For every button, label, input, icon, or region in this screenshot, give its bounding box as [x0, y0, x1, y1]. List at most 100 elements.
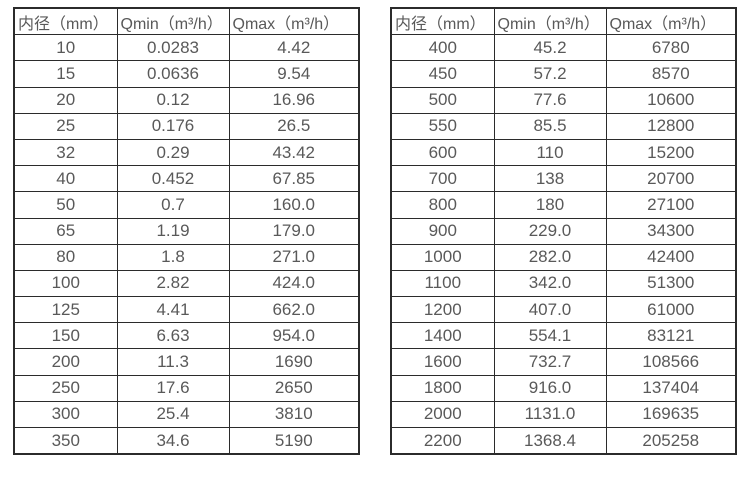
table-cell: 732.7: [493, 348, 607, 376]
table-row: 300 25.4 3810: [13, 400, 360, 429]
table-cell: 40: [13, 165, 118, 193]
table-cell: 150: [13, 322, 118, 350]
table-cell: 350: [13, 427, 118, 455]
table-cell: 83121: [605, 322, 737, 350]
table-row: 1200 407.0 61000: [390, 296, 737, 324]
table-row: 600 110 15200: [390, 138, 737, 167]
table-cell: 0.0636: [116, 60, 230, 88]
header-row: 内径（mm） Qmin（m³/h） Qmax（m³/h）: [13, 7, 360, 36]
table-cell: 954.0: [228, 322, 360, 350]
table-cell: 1200: [390, 296, 495, 324]
table-cell: 17.6: [116, 374, 230, 402]
table-cell: 25: [13, 112, 118, 140]
table-cell: 12800: [605, 112, 737, 140]
table-cell: 900: [390, 217, 495, 245]
table-cell: 229.0: [493, 217, 607, 245]
column-header: Qmin（m³/h）: [116, 7, 230, 36]
table-row: 350 34.6 5190: [13, 427, 360, 455]
table-cell: 10600: [605, 86, 737, 114]
table-cell: 554.1: [493, 322, 607, 350]
table-cell: 108566: [605, 348, 737, 376]
table-cell: 342.0: [493, 269, 607, 298]
table-cell: 250: [13, 374, 118, 402]
table-cell: 180: [493, 191, 607, 219]
table-row: 900 229.0 34300: [390, 217, 737, 245]
table-cell: 179.0: [228, 217, 360, 245]
table-cell: 6780: [605, 34, 737, 62]
table-row: 25 0.176 26.5: [13, 112, 360, 140]
table-cell: 15200: [605, 138, 737, 167]
table-row: 1800 916.0 137404: [390, 374, 737, 402]
table-cell: 424.0: [228, 269, 360, 298]
table-cell: 1.19: [116, 217, 230, 245]
table-cell: 32: [13, 138, 118, 167]
table-cell: 50: [13, 191, 118, 219]
table-row: 125 4.41 662.0: [13, 296, 360, 324]
table-cell: 110: [493, 138, 607, 167]
table-cell: 1400: [390, 322, 495, 350]
table-cell: 550: [390, 112, 495, 140]
table-row: 32 0.29 43.42: [13, 138, 360, 167]
table-row: 250 17.6 2650: [13, 374, 360, 402]
table-row: 80 1.8 271.0: [13, 243, 360, 271]
table-cell: 500: [390, 86, 495, 114]
table-row: 1400 554.1 83121: [390, 322, 737, 350]
table-cell: 45.2: [493, 34, 607, 62]
table-cell: 700: [390, 165, 495, 193]
table-cell: 600: [390, 138, 495, 167]
table-row: 10 0.0283 4.42: [13, 34, 360, 62]
table-row: 700 138 20700: [390, 165, 737, 193]
table-cell: 20700: [605, 165, 737, 193]
table-row: 400 45.2 6780: [390, 34, 737, 62]
table-cell: 80: [13, 243, 118, 271]
table-cell: 20: [13, 86, 118, 114]
table-row: 150 6.63 954.0: [13, 322, 360, 350]
table-cell: 0.452: [116, 165, 230, 193]
table-cell: 34300: [605, 217, 737, 245]
table-cell: 1100: [390, 269, 495, 298]
table-cell: 2.82: [116, 269, 230, 298]
table-cell: 1000: [390, 243, 495, 271]
table-cell: 125: [13, 296, 118, 324]
table-cell: 137404: [605, 374, 737, 402]
table-row: 1600 732.7 108566: [390, 348, 737, 376]
table-cell: 100: [13, 269, 118, 298]
table-cell: 2200: [390, 427, 495, 455]
table-cell: 138: [493, 165, 607, 193]
flow-range-table-small-diameters: 内径（mm） Qmin（m³/h） Qmax（m³/h） 10 0.0283 4.42 1…: [13, 7, 360, 456]
table-cell: 916.0: [493, 374, 607, 402]
table-cell: 3810: [228, 400, 360, 429]
table-cell: 271.0: [228, 243, 360, 271]
table-cell: 34.6: [116, 427, 230, 455]
table-cell: 15: [13, 60, 118, 88]
table-cell: 57.2: [493, 60, 607, 88]
table-cell: 407.0: [493, 296, 607, 324]
table-cell: 65: [13, 217, 118, 245]
table-row: 65 1.19 179.0: [13, 217, 360, 245]
table-cell: 0.176: [116, 112, 230, 140]
table-cell: 67.85: [228, 165, 360, 193]
table-cell: 1600: [390, 348, 495, 376]
table-cell: 400: [390, 34, 495, 62]
table-row: 2000 1131.0 169635: [390, 400, 737, 429]
table-cell: 11.3: [116, 348, 230, 376]
table-cell: 27100: [605, 191, 737, 219]
table-row: 40 0.452 67.85: [13, 165, 360, 193]
table-cell: 9.54: [228, 60, 360, 88]
table-cell: 5190: [228, 427, 360, 455]
table-cell: 26.5: [228, 112, 360, 140]
table-row: 1000 282.0 42400: [390, 243, 737, 271]
table-cell: 85.5: [493, 112, 607, 140]
table-cell: 1131.0: [493, 400, 607, 429]
table-cell: 0.29: [116, 138, 230, 167]
table-cell: 0.12: [116, 86, 230, 114]
table-row: 15 0.0636 9.54: [13, 60, 360, 88]
table-cell: 205258: [605, 427, 737, 455]
table-cell: 16.96: [228, 86, 360, 114]
table-cell: 169635: [605, 400, 737, 429]
table-cell: 160.0: [228, 191, 360, 219]
table-cell: 51300: [605, 269, 737, 298]
table-row: 550 85.5 12800: [390, 112, 737, 140]
table-cell: 42400: [605, 243, 737, 271]
